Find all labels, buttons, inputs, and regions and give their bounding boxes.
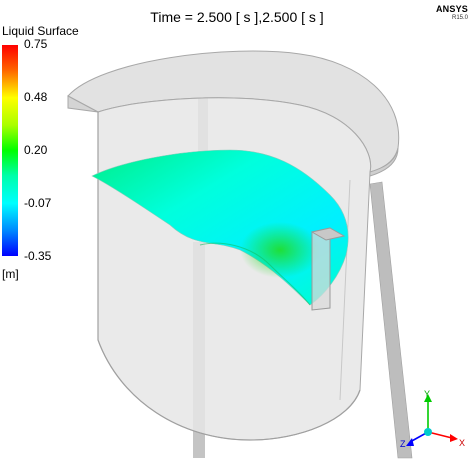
legend-tick-max: 0.75 (24, 37, 48, 51)
legend-title: Liquid Surface (2, 24, 79, 38)
legend-color-bar (2, 45, 18, 256)
legend-tick-2: 0.48 (24, 90, 48, 104)
brand-name: ANSYS (435, 4, 468, 14)
brand-version: R15.0 (451, 15, 468, 21)
color-legend[interactable]: Liquid Surface 0.75 0.48 0.20 -0.07 -0.3… (2, 24, 79, 281)
legend-unit: [m] (2, 267, 19, 281)
legend-tick-min: -0.35 (24, 249, 52, 263)
axis-z-label: Z (400, 439, 406, 449)
axis-y-label: Y (424, 389, 430, 399)
axis-triad[interactable]: Y X Z (400, 389, 465, 449)
legend-tick-4: -0.07 (24, 196, 52, 210)
right-rod (369, 181, 413, 459)
ansys-logo: ANSYS R15.0 (435, 4, 468, 22)
axis-x-arrow (450, 434, 458, 442)
legend-tick-mid: 0.20 (24, 143, 48, 157)
axis-z-arrow (406, 438, 414, 446)
axis-x-label: X (459, 438, 465, 448)
baffle-plate (310, 227, 346, 311)
axis-origin (424, 428, 432, 436)
axis-x-line (427, 431, 453, 439)
time-label: Time = 2.500 [ s ],2.500 [ s ] (150, 9, 324, 25)
liquid-surface (91, 149, 349, 306)
axis-y-arrow (424, 394, 432, 402)
